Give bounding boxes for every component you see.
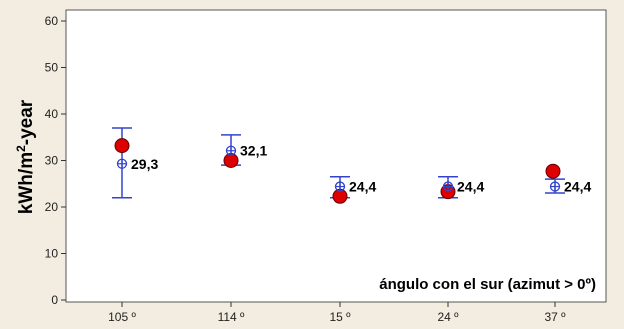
blue-point — [551, 182, 560, 191]
blue-point — [118, 159, 127, 168]
y-tick-label: 40 — [45, 107, 59, 121]
red-point — [546, 164, 560, 178]
y-tick-label: 10 — [45, 247, 59, 261]
x-tick-label: 24 º — [437, 310, 459, 324]
x-tick-label: 15 º — [329, 310, 351, 324]
data-label: 24,4 — [457, 179, 484, 195]
y-tick-label: 20 — [45, 200, 59, 214]
x-tick-label: 37 º — [544, 310, 566, 324]
red-point — [115, 139, 129, 153]
y-axis: 0 10 20 30 40 50 60 — [45, 14, 66, 307]
chart-annotation: ángulo con el sur (azimut > 0º) — [379, 276, 596, 293]
blue-point — [444, 182, 453, 191]
y-tick-label: 50 — [45, 61, 59, 75]
y-tick-label: 60 — [45, 14, 59, 28]
blue-point — [227, 146, 236, 155]
data-label: 24,4 — [349, 179, 376, 195]
y-axis-label: kWh/m2-year — [14, 99, 37, 214]
y-tick-label: 30 — [45, 154, 59, 168]
x-tick-label: 114 º — [218, 310, 245, 324]
data-label: 29,3 — [131, 156, 158, 172]
blue-point — [336, 182, 345, 191]
y-tick-label: 0 — [51, 293, 58, 307]
x-axis: 105 º 114 º 15 º 24 º 37 º — [108, 302, 566, 324]
data-label: 24,4 — [564, 179, 591, 195]
data-label: 32,1 — [240, 143, 267, 159]
x-tick-label: 105 º — [108, 310, 136, 324]
